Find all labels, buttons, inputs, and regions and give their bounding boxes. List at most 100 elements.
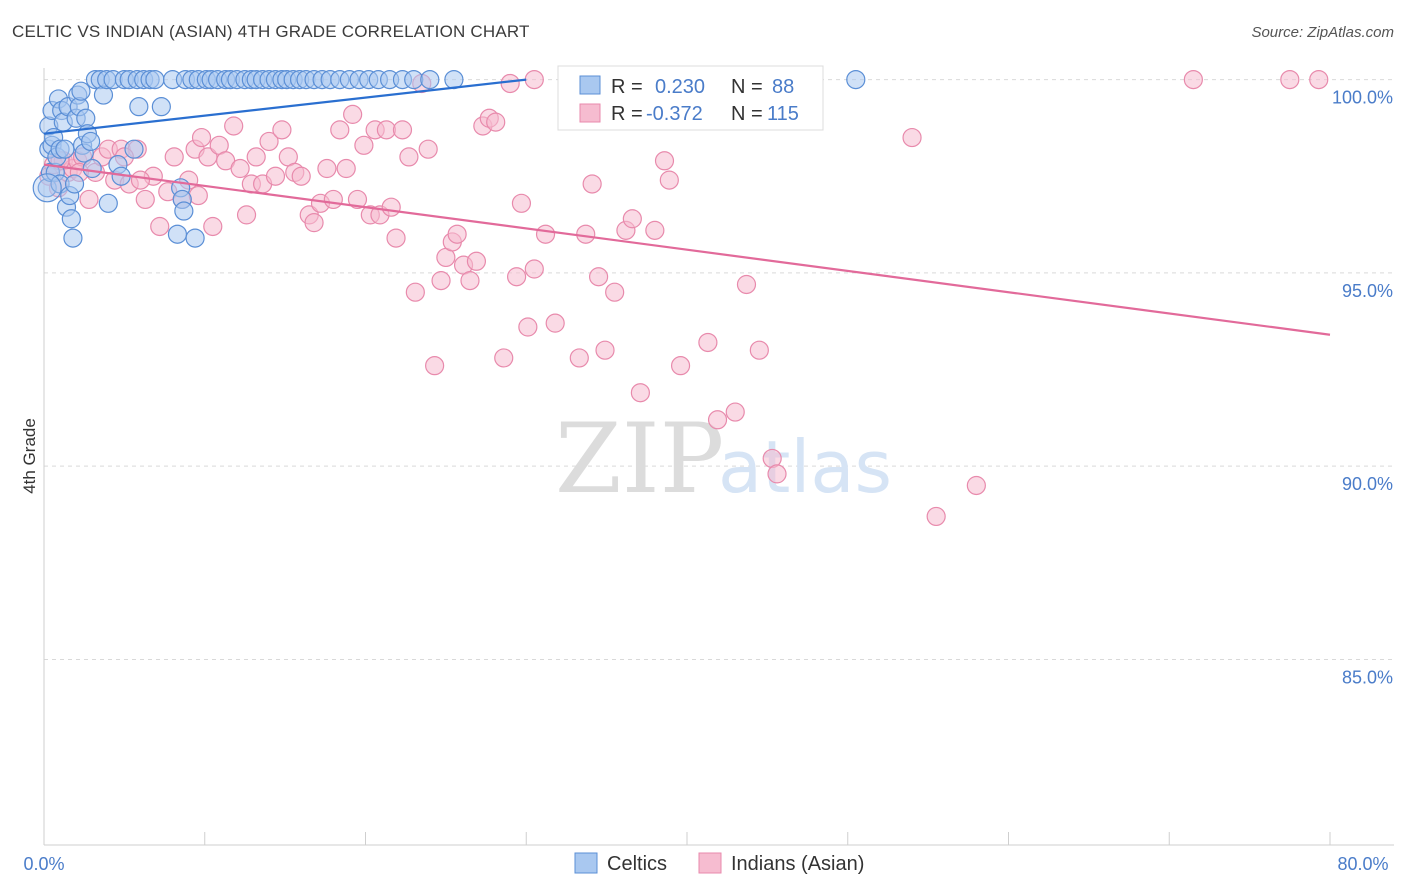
stats-legend-box [557,65,824,131]
data-point-indian [725,402,745,422]
data-point-indian [902,127,922,148]
legend-label-celtics[interactable]: Celtics [607,853,667,875]
legend-swatch-indian[interactable] [698,852,722,874]
data-point-celtics [185,228,205,248]
data-point-celtics [404,69,424,90]
stats-n-key-indian: N = [731,103,763,125]
data-point-indian [381,197,401,217]
data-point-indian [545,313,565,333]
data-point-indian [347,189,368,210]
data-point-indian [466,251,487,271]
data-point-celtics [124,139,144,159]
data-point-indian [392,120,413,140]
data-point-indian [659,170,679,190]
stats-r-key-indian: R = [611,103,643,125]
data-point-indian [670,356,691,376]
stats-r-value-indian: -0.372 [646,103,703,125]
data-point-indian [535,224,556,244]
watermark-zip: ZIP [555,403,724,515]
data-point-indian [518,317,538,337]
data-point-celtics [145,69,165,90]
data-point-indian [150,216,170,237]
data-point-indian [135,189,155,210]
data-point-indian [236,205,257,225]
data-point-celtics [420,69,440,90]
data-point-celtics [444,69,464,90]
series-celtics [32,69,866,248]
data-point-celtics [93,85,114,105]
data-point-celtics [71,81,91,101]
stats-n-key-celtics: N = [731,76,763,98]
data-point-indian [431,271,451,291]
watermark: ZIP atlas [555,403,892,515]
trend-line-celtics [43,78,527,135]
data-point-indian [1309,69,1329,90]
data-point-indian [524,259,544,279]
x-label-max: 80.0% [1337,854,1388,874]
stats-legend: R = 0.230 N = 88 R = -0.372 N = 115 [557,65,824,131]
data-point-indian [203,216,223,237]
data-point-indian [500,73,520,94]
data-point-indian [630,383,650,403]
stats-r-key-celtics: R = [611,76,643,98]
data-point-indian [507,267,527,287]
data-point-indian [246,147,266,167]
x-ticks [204,832,1331,845]
watermark-atlas: atlas [718,425,892,509]
data-point-indian [130,170,151,190]
data-point-indian [79,189,99,210]
data-point-celtics [167,224,188,244]
data-point-celtics [82,158,102,179]
data-point-indian [494,348,514,368]
trend-line-indian [43,163,1331,336]
data-point-indian [323,189,343,210]
data-point-indian [343,104,363,124]
stats-n-value-celtics: 88 [772,76,794,98]
data-point-indian [595,340,615,360]
data-point-indian [767,464,787,484]
data-point-indian [511,193,532,213]
data-point-indian [588,267,609,287]
y-tick-label: 85.0% [1342,667,1393,687]
data-point-indian [291,166,311,186]
data-point-indian [265,166,286,186]
data-point-indian [336,158,356,179]
data-point-celtics [174,201,194,221]
data-point-indian [654,151,675,171]
legend-swatch-celtics[interactable] [574,852,598,874]
data-point-indian [576,224,596,244]
data-point-celtics [846,69,866,90]
data-point-indian [259,131,279,152]
trend-lines [43,78,1331,336]
data-point-indian [317,158,337,179]
data-point-indian [304,213,324,233]
data-point-indian [524,69,544,90]
data-point-indian [460,271,480,291]
y-tick-labels: 100.0% 95.0% 90.0% 85.0% [1332,88,1393,688]
data-point-indian [1280,69,1300,90]
data-point-indian [645,220,665,240]
data-point-indian [376,120,396,140]
data-point-indian [622,209,642,229]
data-point-indian [569,348,589,368]
data-point-indian [966,475,986,496]
data-point-indian [330,120,350,140]
data-point-celtics [129,97,149,117]
data-point-celtics [55,139,75,159]
stats-swatch-celtics [579,75,601,95]
legend-label-indian[interactable]: Indians (Asian) [731,853,864,875]
data-point-celtics [63,228,83,248]
data-point-indian [736,274,757,295]
data-point-indian [1183,69,1203,90]
data-point-celtics [64,174,85,194]
source-label: Source: ZipAtlas.com [1251,24,1394,41]
data-point-indian [230,158,250,179]
data-point-indian [405,282,425,302]
data-point-indian [749,340,769,360]
data-point-indian [386,228,406,248]
data-point-indian [425,356,445,376]
stats-swatch-indian [579,103,601,123]
data-point-indian [698,332,718,353]
data-point-indian [447,224,467,244]
